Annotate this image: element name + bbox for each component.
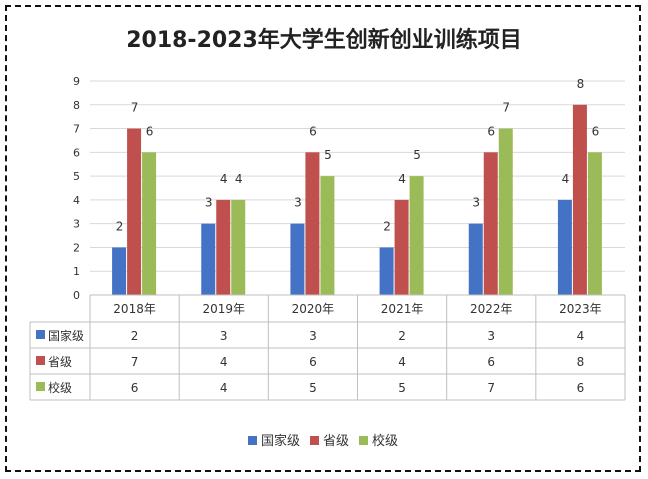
bar-校级-2021年 [409, 176, 424, 295]
table-cell: 4 [220, 355, 228, 369]
legend-swatch [359, 436, 368, 445]
bar-校级-2022年 [498, 128, 513, 295]
table-cell: 6 [487, 355, 495, 369]
data-label: 6 [592, 124, 600, 138]
chart-title: 2018-2023年大学生创新创业训练项目 [126, 28, 522, 53]
bar-省级-2020年 [305, 152, 320, 295]
bar-校级-2018年 [142, 152, 157, 295]
bar-国家级-2021年 [379, 247, 394, 295]
legend-label: 校级 [372, 433, 398, 449]
bar-省级-2022年 [483, 152, 498, 295]
table-cell: 3 [487, 329, 495, 343]
table-cell: 8 [577, 355, 585, 369]
table-cell: 7 [131, 355, 139, 369]
legend-swatch [248, 436, 257, 445]
table-legend-key [36, 382, 45, 391]
data-label: 6 [487, 124, 495, 138]
data-label: 3 [205, 196, 213, 210]
data-label: 6 [309, 124, 317, 138]
bar-校级-2019年 [231, 199, 246, 295]
table-cell: 2 [398, 329, 406, 343]
table-cell: 3 [309, 329, 317, 343]
table-cell: 4 [398, 355, 406, 369]
bar-省级-2021年 [394, 199, 409, 295]
table-cell: 5 [398, 381, 406, 395]
data-label: 2 [383, 219, 391, 233]
y-tick-label: 6 [73, 146, 80, 159]
data-label: 3 [294, 196, 302, 210]
x-tick-label: 2020年 [292, 302, 335, 316]
data-label: 6 [146, 124, 154, 138]
bar-校级-2023年 [587, 152, 602, 295]
legend-swatch [310, 436, 319, 445]
table-legend-key [36, 356, 45, 365]
table-cell: 7 [487, 381, 495, 395]
table-cell: 4 [220, 381, 228, 395]
table-cell: 6 [577, 381, 585, 395]
x-tick-label: 2018年 [113, 302, 156, 316]
bar-校级-2020年 [320, 176, 335, 295]
table-cell: 2 [131, 329, 139, 343]
table-cell: 3 [220, 329, 228, 343]
bar-国家级-2022年 [468, 223, 483, 295]
bar-省级-2023年 [572, 104, 587, 296]
data-label: 3 [472, 196, 480, 210]
data-label: 4 [398, 172, 406, 186]
y-tick-label: 3 [73, 218, 80, 231]
legend-label: 省级 [323, 434, 349, 449]
bar-国家级-2019年 [201, 223, 216, 295]
bar-国家级-2020年 [290, 223, 305, 295]
x-tick-label: 2023年 [559, 302, 602, 316]
data-label: 5 [413, 148, 421, 162]
table-series-name: 国家级 [48, 328, 84, 343]
table-legend-key [36, 330, 45, 339]
table-series-name: 省级 [48, 355, 72, 369]
x-tick-label: 2021年 [381, 302, 424, 316]
data-label: 7 [131, 101, 139, 115]
bar-国家级-2018年 [112, 247, 127, 295]
table-cell: 5 [309, 381, 317, 395]
y-tick-label: 8 [73, 99, 80, 112]
legend-label: 国家级 [261, 433, 300, 449]
y-tick-label: 2 [73, 241, 80, 254]
data-label: 4 [220, 172, 228, 186]
data-label: 7 [502, 101, 510, 115]
x-tick-label: 2019年 [202, 302, 245, 316]
data-label: 2 [116, 219, 124, 233]
table-cell: 6 [309, 355, 317, 369]
x-tick-label: 2022年 [470, 302, 513, 316]
y-tick-label: 9 [73, 75, 80, 88]
table-cell: 4 [577, 329, 585, 343]
table-series-name: 校级 [48, 380, 72, 395]
bar-省级-2018年 [127, 128, 142, 295]
y-tick-label: 7 [73, 123, 80, 136]
data-label: 4 [562, 172, 570, 186]
y-tick-label: 4 [73, 194, 80, 207]
y-tick-label: 0 [73, 289, 80, 302]
data-label: 5 [324, 148, 332, 162]
table-cell: 6 [131, 381, 139, 395]
bar-省级-2019年 [216, 199, 231, 295]
y-tick-label: 5 [73, 170, 80, 183]
bar-国家级-2023年 [557, 199, 572, 295]
y-tick-label: 1 [73, 265, 80, 278]
data-label: 8 [577, 77, 585, 91]
data-label: 4 [235, 172, 243, 186]
